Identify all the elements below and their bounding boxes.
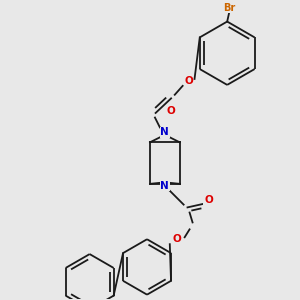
Text: O: O [184,76,193,86]
Text: O: O [172,234,181,244]
Text: N: N [160,128,169,137]
Text: Br: Br [223,3,235,13]
Text: O: O [167,106,175,116]
Text: N: N [160,181,169,191]
Text: O: O [204,195,213,205]
